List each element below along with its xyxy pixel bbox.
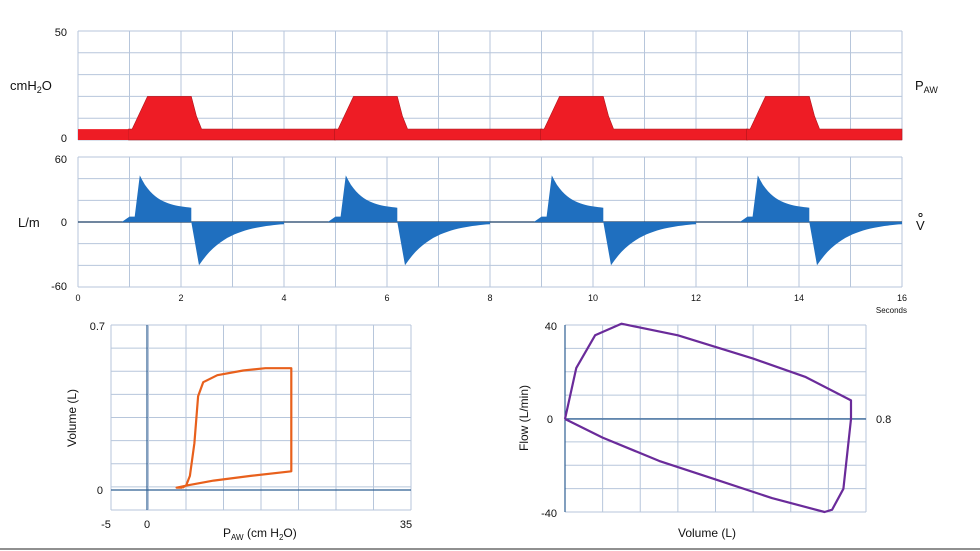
fv-x-axis-label: Volume (L) xyxy=(678,526,736,540)
pv-loop-curve xyxy=(175,367,293,489)
flow-expiration-4 xyxy=(809,222,902,266)
flow-x-tick: 0 xyxy=(75,293,80,303)
fv-y-tick-top: 40 xyxy=(545,321,557,333)
pressure-y-tick-top: 50 xyxy=(55,27,67,39)
pv-y-axis-label: Volume (L) xyxy=(65,389,79,447)
flow-expiration-1 xyxy=(191,222,284,266)
flow-x-tick: 14 xyxy=(794,293,804,303)
pressure-waveform xyxy=(78,96,903,141)
pressure-y-tick-zero: 0 xyxy=(61,133,67,145)
flow-x-tick: 4 xyxy=(281,293,286,303)
fv-y-tick-bottom: -40 xyxy=(541,508,557,520)
flow-y-axis-label: L/m xyxy=(18,215,40,230)
flow-x-ticks: 0 2 4 6 8 10 12 14 16 xyxy=(75,293,907,303)
pv-x-axis-label: PAW (cm H2O) xyxy=(223,526,297,542)
flow-y-tick-top: 60 xyxy=(55,154,67,166)
flow-y-tick-zero: 0 xyxy=(61,217,67,229)
pv-x-tick-zero: 0 xyxy=(144,519,150,531)
pressure-y-axis-label: cmH2O xyxy=(10,78,52,95)
flow-inspiration-2 xyxy=(327,175,398,222)
pv-loop-grid xyxy=(110,324,412,511)
fv-y-tick-zero: 0 xyxy=(547,414,553,426)
flow-series-label: V xyxy=(916,218,925,233)
flow-waveform xyxy=(121,175,902,266)
flow-inspiration-4 xyxy=(739,175,810,222)
pressure-series-label: PAW xyxy=(915,78,938,95)
flow-x-tick: 6 xyxy=(384,293,389,303)
flow-x-tick: 2 xyxy=(178,293,183,303)
fv-x-tick-right: 0.8 xyxy=(876,414,891,426)
flow-x-tick: 16 xyxy=(897,293,907,303)
flow-inspiration-1 xyxy=(121,175,192,222)
fv-loop-grid xyxy=(564,324,867,513)
flow-expiration-3 xyxy=(603,222,696,266)
pv-y-tick-top: 0.7 xyxy=(90,321,105,333)
pressure-baseline-lead xyxy=(78,129,129,140)
pressure-breath-4 xyxy=(746,96,903,141)
flow-y-tick-bottom: -60 xyxy=(51,281,67,293)
flow-x-unit: Seconds xyxy=(876,306,907,315)
flow-x-tick: 10 xyxy=(588,293,598,303)
fv-y-axis-label: Flow (L/min) xyxy=(517,385,531,451)
fv-loop-curve xyxy=(563,322,853,514)
flow-dot-accent-icon xyxy=(918,212,923,218)
pv-y-tick-zero: 0 xyxy=(97,485,103,497)
pv-x-tick-max: 35 xyxy=(400,519,412,531)
flow-inspiration-3 xyxy=(533,175,604,222)
flow-expiration-2 xyxy=(397,222,490,266)
flow-x-tick: 12 xyxy=(691,293,701,303)
pv-x-tick-min: -5 xyxy=(101,519,111,531)
flow-x-tick: 8 xyxy=(487,293,492,303)
